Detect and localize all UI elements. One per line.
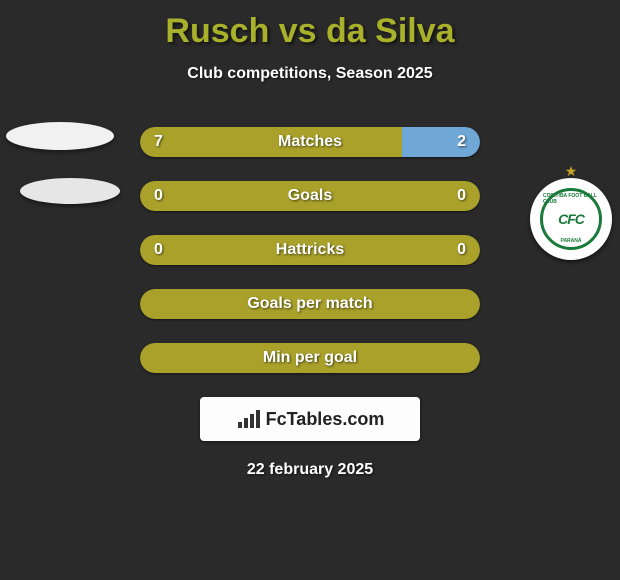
brand-badge[interactable]: FcTables.com	[200, 397, 420, 441]
date-text: 22 february 2025	[0, 461, 620, 479]
club-arc-top: CORITIBA FOOT BALL CLUB	[543, 193, 599, 205]
club-arc-bottom: PARANÁ	[560, 238, 581, 244]
stat-label: Min per goal	[263, 349, 357, 367]
stat-row: Goals 0 0	[140, 181, 480, 211]
player-left-ellipse-1	[6, 122, 114, 150]
stat-label: Goals per match	[247, 295, 372, 313]
bars-icon	[236, 408, 262, 430]
stat-value-left: 7	[154, 133, 163, 151]
stat-row: Goals per match	[140, 289, 480, 319]
star-icon: ★	[565, 163, 578, 180]
stat-row: Matches 7 2	[140, 127, 480, 157]
stat-left-fill	[140, 127, 402, 157]
stat-label: Matches	[278, 133, 342, 151]
stat-value-right: 0	[457, 187, 466, 205]
stat-label: Hattricks	[276, 241, 344, 259]
stat-label: Goals	[288, 187, 332, 205]
stat-rows: Matches 7 2 Goals 0 0 Hattricks 0 0 Goals per mat…	[0, 127, 620, 373]
stat-right-fill	[402, 127, 480, 157]
stat-row: Hattricks 0 0	[140, 235, 480, 265]
page-title: Rusch vs da Silva	[0, 0, 620, 51]
club-badge-text: CFC	[558, 211, 584, 227]
page-subtitle: Club competitions, Season 2025	[0, 65, 620, 83]
brand-text: FcTables.com	[266, 409, 385, 430]
stat-value-right: 2	[457, 133, 466, 151]
club-badge-inner: CORITIBA FOOT BALL CLUB CFC PARANÁ	[540, 188, 602, 250]
stat-value-right: 0	[457, 241, 466, 259]
player-left-ellipse-2	[20, 178, 120, 204]
stat-row: Min per goal	[140, 343, 480, 373]
stat-value-left: 0	[154, 187, 163, 205]
club-badge-right: ★ CORITIBA FOOT BALL CLUB CFC PARANÁ	[530, 178, 612, 260]
stat-value-left: 0	[154, 241, 163, 259]
